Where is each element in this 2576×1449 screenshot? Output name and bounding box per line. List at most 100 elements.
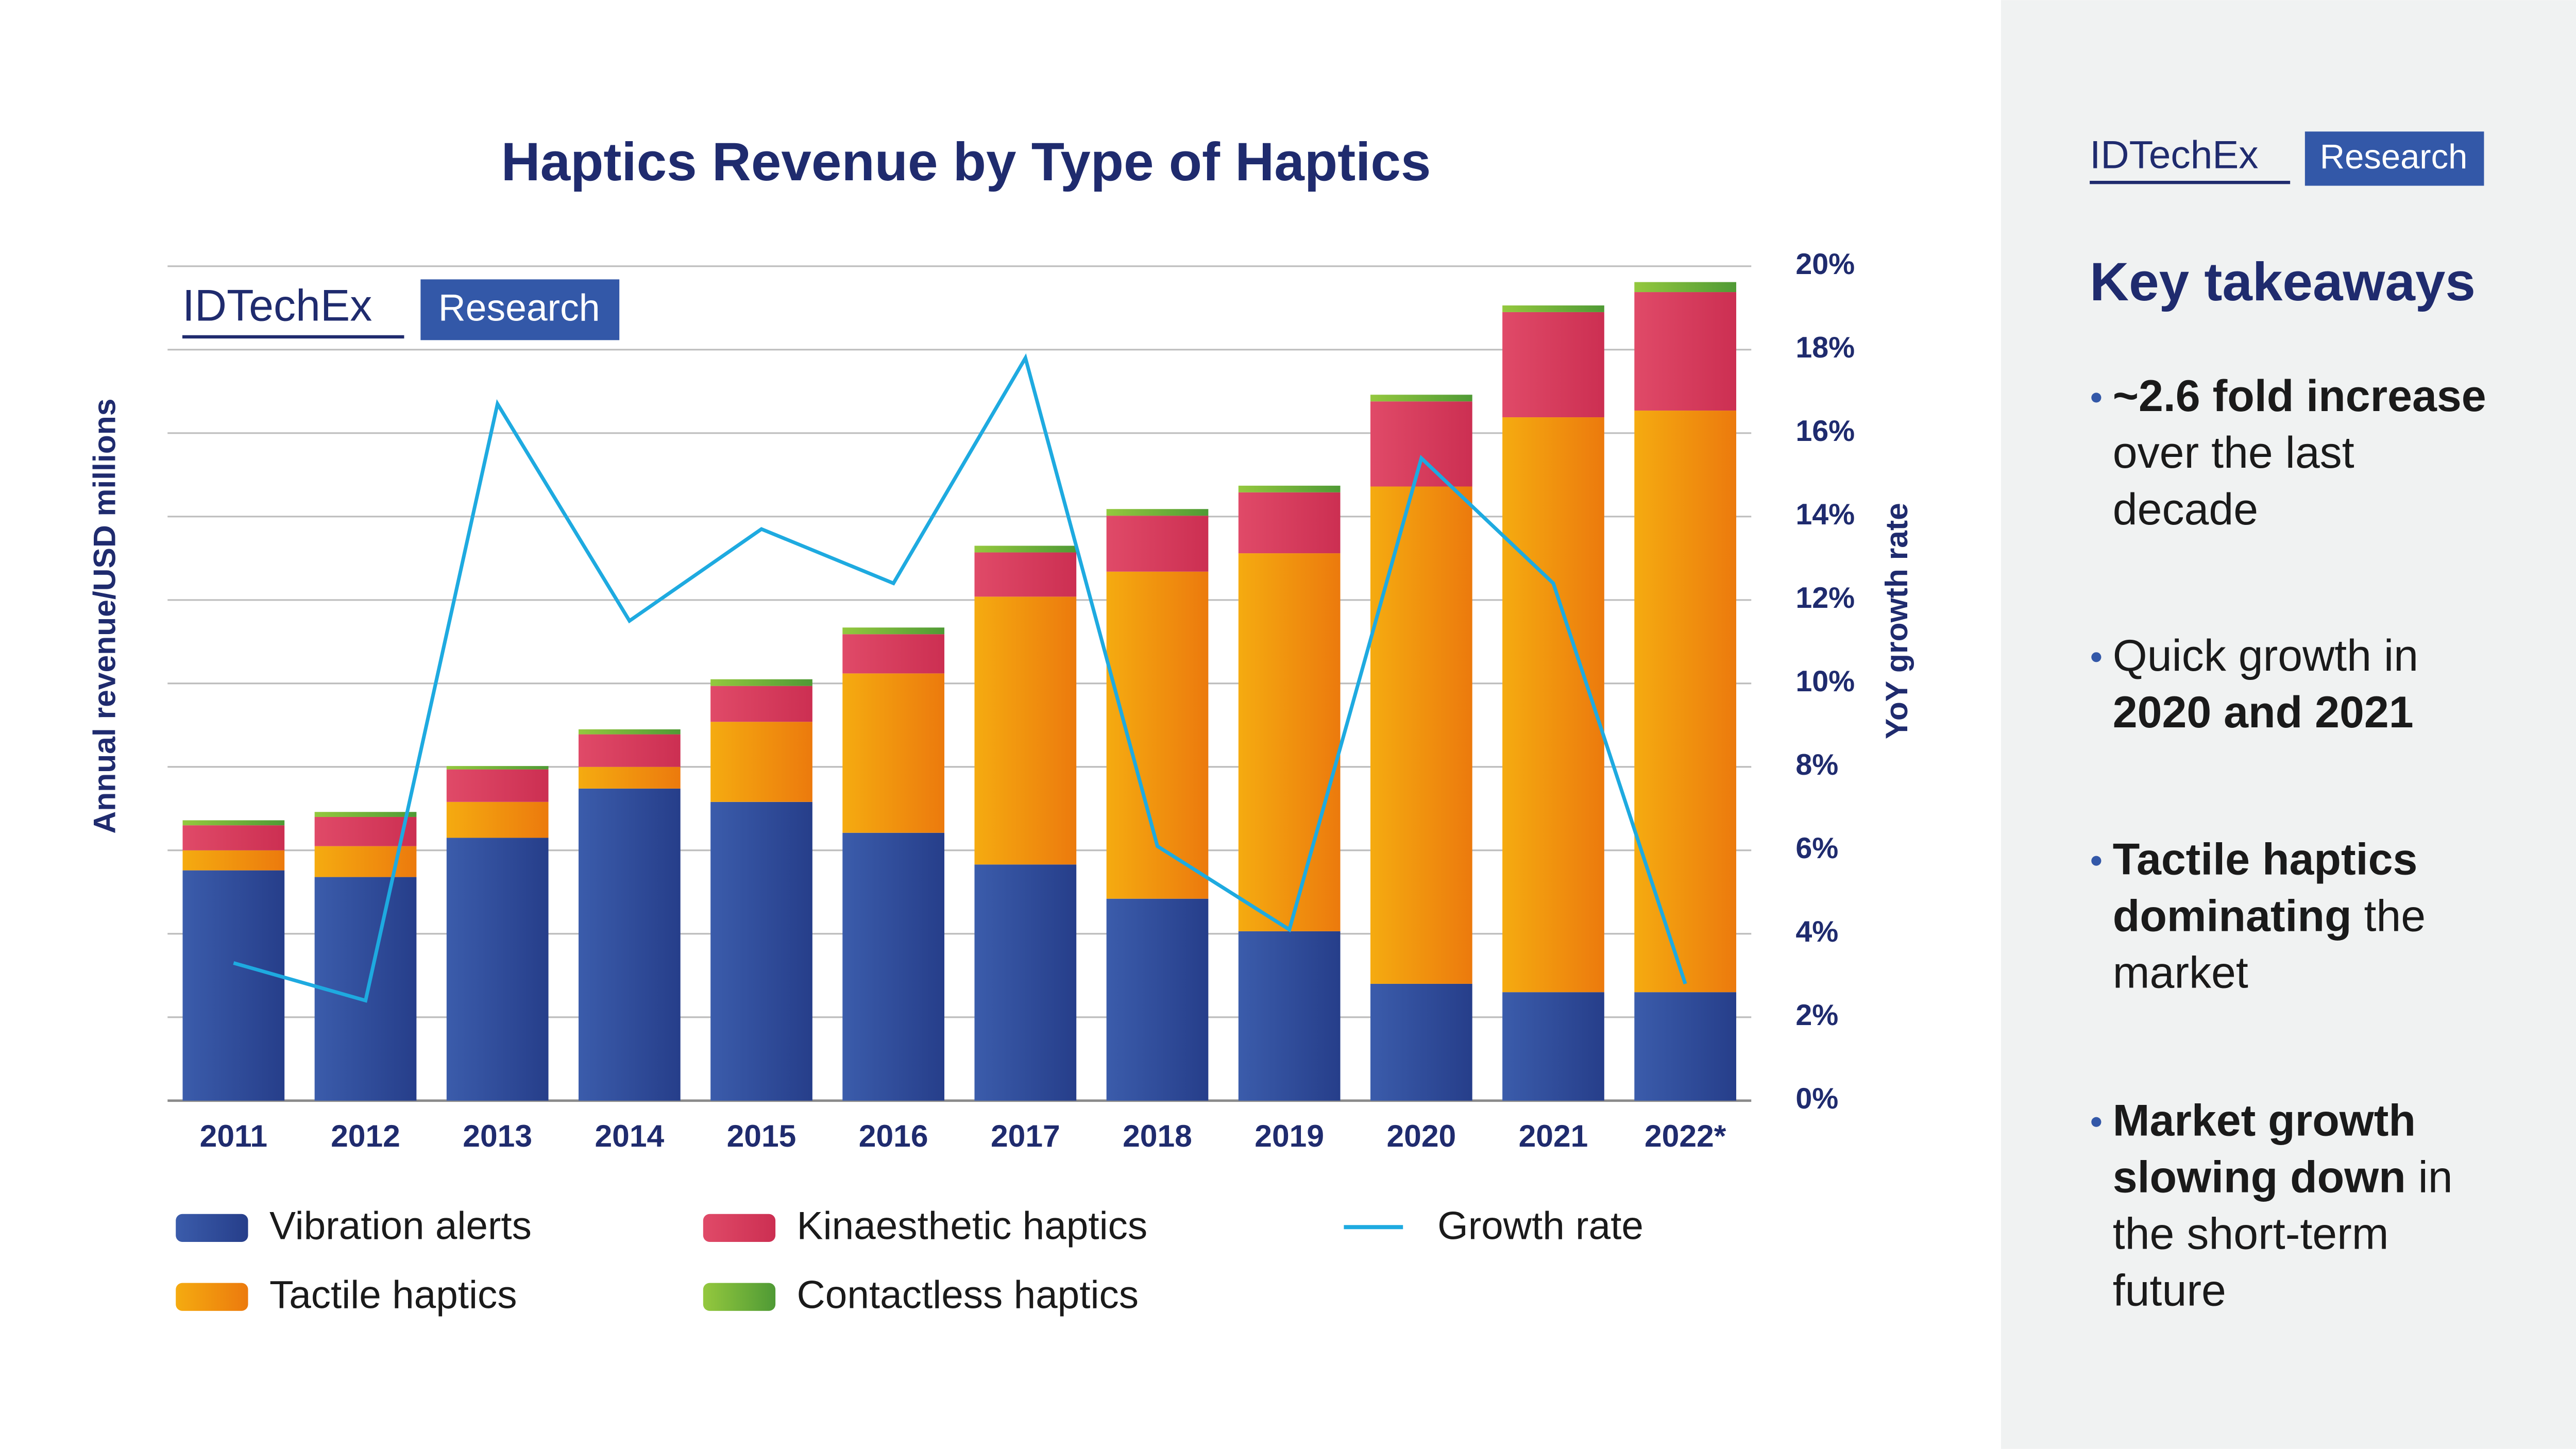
bar-segment	[314, 812, 417, 817]
x-tick-label: 2012	[331, 1118, 400, 1153]
chart-logo: IDTechEx Research	[182, 279, 620, 340]
takeaway-line: market	[2113, 948, 2248, 997]
bar-segment	[974, 545, 1077, 553]
legend-swatch	[703, 1214, 776, 1242]
legend-swatch	[176, 1283, 248, 1311]
bar-segment	[1238, 553, 1341, 931]
bar-segment	[182, 820, 285, 826]
logo-name: IDTechEx	[182, 281, 372, 330]
y2-tick-label: 0%	[1795, 1082, 1838, 1115]
x-tick-label: 2013	[463, 1118, 532, 1153]
bar-segment	[446, 769, 549, 802]
x-tick-label: 2022*	[1645, 1118, 1726, 1153]
bar-segment	[974, 552, 1077, 597]
y2-tick-label: 16%	[1795, 415, 1855, 448]
bar-segment	[578, 766, 681, 789]
y2-tick-label: 18%	[1795, 331, 1855, 364]
y2-tick-label: 14%	[1795, 498, 1855, 531]
bar-segment	[1634, 411, 1737, 993]
side-panel-bg	[2001, 0, 2576, 1449]
bar-segment	[1238, 931, 1341, 1101]
bar-segment	[1502, 305, 1604, 312]
x-tick-label: 2017	[991, 1118, 1060, 1153]
bar-segment	[1238, 485, 1341, 492]
bar-segment	[1106, 509, 1209, 516]
takeaway-line: Tactile haptics	[2113, 834, 2418, 884]
bullet	[2091, 393, 2102, 403]
bar-segment	[1634, 282, 1737, 293]
plot: 0% 2% 4% 6% 8% 10% 12% 14% 16% 18% 20% 2011 2012 2013…	[167, 248, 1855, 1317]
bar-segment	[314, 846, 417, 877]
bar-segment	[1634, 292, 1737, 411]
bar-segment	[1106, 571, 1209, 899]
x-tick-label: 2021	[1519, 1118, 1588, 1153]
y2-tick-label: 10%	[1795, 665, 1855, 698]
takeaways: ~2.6 fold increase over the last decade Qui…	[2091, 371, 2486, 1315]
takeaway-line: Quick growth in	[2113, 631, 2418, 680]
takeaway-text: market	[2113, 948, 2248, 997]
bar-segment	[1370, 486, 1472, 984]
side-heading: Key takeaways	[2090, 252, 2476, 312]
bar-segment	[446, 838, 549, 1101]
takeaway-text: dominating	[2113, 891, 2352, 941]
x-tick-label: 2020	[1386, 1118, 1456, 1153]
bar-segment	[842, 634, 945, 674]
x-tick-label: 2016	[859, 1118, 928, 1153]
bullet	[2091, 652, 2102, 662]
y2-tick-label: 12%	[1795, 582, 1855, 615]
y2-tick-label: 2%	[1795, 999, 1838, 1032]
bar-segment	[446, 802, 549, 838]
chart-title: Haptics Revenue by Type of Haptics	[501, 132, 1431, 192]
bullet	[2091, 1117, 2102, 1127]
takeaway-text: future	[2113, 1266, 2226, 1315]
logo-box	[2304, 131, 2484, 186]
y2-tick-label: 20%	[1795, 248, 1855, 281]
legend-swatch	[176, 1214, 248, 1242]
legend-label: Growth rate	[1437, 1204, 1643, 1248]
takeaway-text: Quick growth in	[2113, 631, 2418, 680]
bar-segment	[446, 766, 549, 770]
x-tick-label: 2011	[200, 1118, 267, 1153]
bar-segment	[842, 627, 945, 635]
bar-segment	[314, 877, 417, 1101]
takeaway-text: in	[2406, 1152, 2453, 1202]
bar-segment	[1238, 492, 1341, 554]
takeaway-line: decade	[2113, 485, 2258, 534]
takeaway-line: slowing down in	[2113, 1152, 2453, 1202]
legend-label: Vibration alerts	[269, 1204, 532, 1248]
bar-segment	[578, 788, 681, 1101]
bar-segment	[1106, 898, 1209, 1101]
takeaway-line: Market growth	[2113, 1096, 2416, 1145]
logo-name: IDTechEx	[2090, 133, 2258, 177]
bar-segment	[1106, 516, 1209, 572]
bar-segment	[1502, 312, 1604, 418]
x-tick-label: 2014	[595, 1118, 664, 1153]
x-tick-label: 2015	[727, 1118, 796, 1153]
bar-segment	[842, 673, 945, 833]
takeaway-line: over the last	[2113, 428, 2354, 478]
takeaway-line: dominating the	[2113, 891, 2426, 941]
takeaway-text: the short-term	[2113, 1209, 2389, 1258]
growth-line	[233, 353, 1687, 1003]
legend-label: Tactile haptics	[269, 1273, 517, 1317]
bar-segment	[182, 870, 285, 1101]
takeaway-line: the short-term	[2113, 1209, 2389, 1258]
y2-tick-label: 8%	[1795, 748, 1838, 781]
bar-segment	[182, 825, 285, 850]
x-tick-label: 2019	[1255, 1118, 1324, 1153]
bar-segment	[578, 729, 681, 735]
y-axis-label: Annual revenue/USD millions	[87, 399, 122, 834]
bar-segment	[710, 679, 812, 686]
takeaway-text: slowing down	[2113, 1152, 2406, 1202]
takeaway-text: Market growth	[2113, 1096, 2416, 1145]
y2-tick-label: 6%	[1795, 832, 1838, 865]
bar-segment	[974, 596, 1077, 865]
side-logo: IDTechEx Research	[2090, 131, 2484, 186]
takeaway-text: 2020 and 2021	[2113, 688, 2414, 737]
bar-segment	[1502, 417, 1604, 993]
bar-segment	[578, 734, 681, 767]
takeaway-text: the	[2352, 891, 2426, 941]
legend-label: Contactless haptics	[797, 1273, 1139, 1317]
